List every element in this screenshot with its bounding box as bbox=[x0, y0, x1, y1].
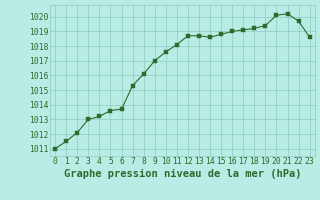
X-axis label: Graphe pression niveau de la mer (hPa): Graphe pression niveau de la mer (hPa) bbox=[64, 169, 301, 179]
